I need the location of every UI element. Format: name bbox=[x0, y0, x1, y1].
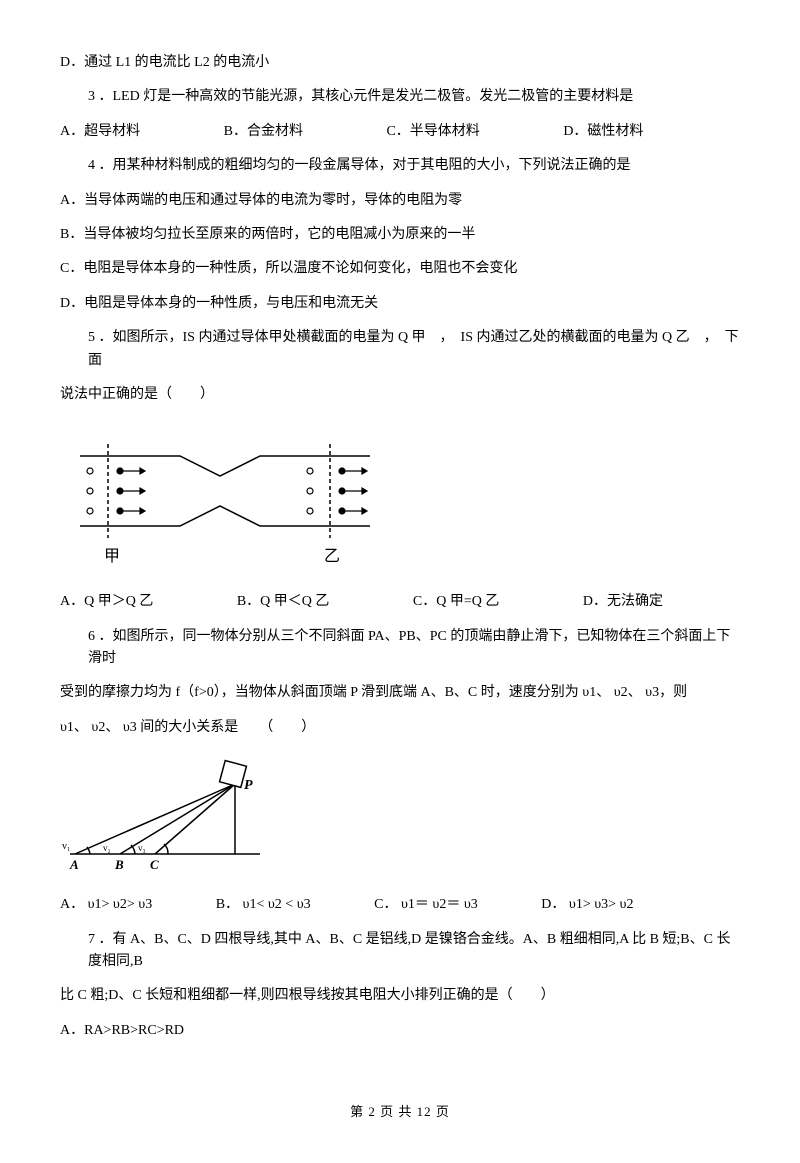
q5-opt-c: C．Q 甲=Q 乙 bbox=[413, 591, 499, 613]
q6-diagram: P A B C v₁ v₂ v₃ bbox=[60, 759, 740, 874]
q6-opt-d: D． υ1> υ3> υ2 bbox=[541, 894, 633, 916]
q4-opt-a: A．当导体两端的电压和通过导体的电流为零时，导体的电阻为零 bbox=[60, 190, 740, 212]
page-footer: 第 2 页 共 12 页 bbox=[60, 1102, 740, 1123]
q5-diagram: 甲 乙 bbox=[60, 426, 740, 571]
q3-opt-b: B．合金材料 bbox=[224, 121, 303, 143]
q5-stem-1: 5 ．如图所示，IS 内通过导体甲处横截面的电量为 Q 甲 ， IS 内通过乙处… bbox=[60, 327, 740, 372]
q3-stem: 3 ．LED 灯是一种高效的节能光源，其核心元件是发光二极管。发光二极管的主要材… bbox=[60, 86, 740, 108]
q6-stem-1: 6 ．如图所示，同一物体分别从三个不同斜面 PA、PB、PC 的顶端由静止滑下，… bbox=[60, 626, 740, 671]
q6-stem-3: υ1、 υ2、 υ3 间的大小关系是 （ ） bbox=[60, 717, 740, 739]
q6-label-p: P bbox=[244, 778, 253, 793]
q7-opt-a: A．RA>RB>RC>RD bbox=[60, 1020, 740, 1042]
q7-stem-2: 比 C 粗;D、C 长短和粗细都一样,则四根导线按其电阻大小排列正确的是（ ） bbox=[60, 985, 740, 1007]
q5-opt-d: D．无法确定 bbox=[583, 591, 663, 613]
q4-opt-c: C．电阻是导体本身的一种性质，所以温度不论如何变化，电阻也不会变化 bbox=[60, 258, 740, 280]
q3-opt-a: A．超导材料 bbox=[60, 121, 140, 143]
q6-label-b: B bbox=[114, 857, 124, 872]
q4-opt-b: B．当导体被均匀拉长至原来的两倍时，它的电阻减小为原来的一半 bbox=[60, 224, 740, 246]
q5-label-right: 乙 bbox=[324, 548, 340, 565]
q6-label-c: C bbox=[150, 857, 159, 872]
q6-label-v2: v₂ bbox=[103, 843, 111, 853]
q5-opt-b: B．Q 甲＜Q 乙 bbox=[237, 591, 330, 613]
q3-options: A．超导材料 B．合金材料 C．半导体材料 D．磁性材料 bbox=[60, 121, 740, 143]
q4-opt-d: D．电阻是导体本身的一种性质，与电压和电流无关 bbox=[60, 293, 740, 315]
q3-opt-d: D．磁性材料 bbox=[563, 121, 643, 143]
q4-stem: 4 ．用某种材料制成的粗细均匀的一段金属导体，对于其电阻的大小，下列说法正确的是 bbox=[60, 155, 740, 177]
q6-opt-a: A． υ1> υ2> υ3 bbox=[60, 894, 152, 916]
q6-opt-b: B． υ1< υ2 < υ3 bbox=[216, 894, 311, 916]
q5-opt-a: A．Q 甲＞Q 乙 bbox=[60, 591, 153, 613]
q6-options: A． υ1> υ2> υ3 B． υ1< υ2 < υ3 C． υ1＝ υ2＝ … bbox=[60, 894, 740, 916]
q6-label-v1: v₁ bbox=[62, 841, 71, 852]
q7-stem-1: 7 ．有 A、B、C、D 四根导线,其中 A、B、C 是铝线,D 是镍铬合金线。… bbox=[60, 929, 740, 974]
q3-opt-c: C．半导体材料 bbox=[386, 121, 479, 143]
q6-stem-2: 受到的摩擦力均为 f（f>0），当物体从斜面顶端 P 滑到底端 A、B、C 时，… bbox=[60, 682, 740, 704]
q5-stem-2: 说法中正确的是（ ） bbox=[60, 384, 740, 406]
q6-label-a: A bbox=[69, 857, 79, 872]
q6-label-v3: v₃ bbox=[138, 843, 146, 853]
q5-options: A．Q 甲＞Q 乙 B．Q 甲＜Q 乙 C．Q 甲=Q 乙 D．无法确定 bbox=[60, 591, 740, 613]
prev-option-d: D．通过 L1 的电流比 L2 的电流小 bbox=[60, 52, 740, 74]
q5-label-left: 甲 bbox=[104, 548, 120, 565]
q6-opt-c: C． υ1＝ υ2＝ υ3 bbox=[374, 894, 478, 916]
